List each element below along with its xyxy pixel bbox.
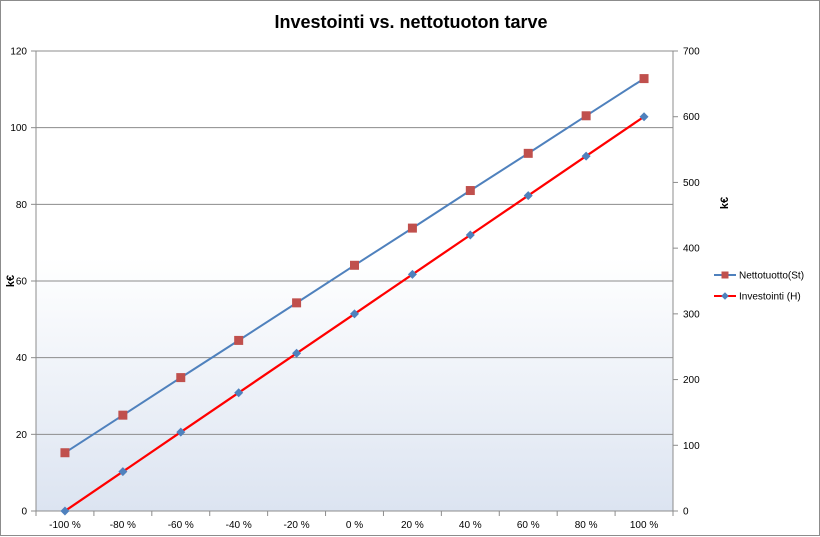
gridlines [36,50,673,435]
legend: Nettotuotto(St) Investointi (H) [714,271,804,303]
y-tick-label: 100 [10,123,27,134]
data-point-square [639,74,649,84]
y2-tick-label: 600 [683,112,700,123]
x-tick-label: -80 % [110,520,136,531]
data-point-diamond [639,112,649,122]
legend-label: Investointi (H) [739,292,801,303]
data-point-square [350,260,359,270]
y-tick-label: 40 [16,353,28,364]
x-tick-label: 60 % [517,520,540,531]
data-point-square [581,111,591,121]
chart-title: Investointi vs. nettotuoton tarve [274,12,547,32]
y-tick-label: 80 [16,200,28,211]
series-layer [60,74,649,516]
data-point-diamond [118,467,128,477]
y2-tick-label: 100 [683,441,700,452]
legend-marker-square [721,271,729,279]
data-point-square [234,335,244,345]
data-point-square [523,148,533,158]
x-tick-label: -20 % [284,520,310,531]
data-point-diamond [60,506,70,516]
data-point-diamond [407,269,417,279]
data-point-diamond [350,309,359,319]
data-point-diamond [292,348,302,358]
y2-tick-label: 200 [683,375,700,386]
data-point-square [407,223,417,233]
y-axis-title-left: k€ [5,275,17,287]
data-point-square [176,373,186,383]
x-tick-label: -40 % [226,520,252,531]
data-point-square [292,298,302,308]
y-tick-label: 60 [16,277,28,288]
x-tick-label: 40 % [459,520,482,531]
y2-tick-label: 700 [683,47,700,58]
x-tick-label: -100 % [49,520,81,531]
legend-marker-diamond [721,292,729,300]
y2-tick-label: 300 [683,309,700,320]
data-point-square [118,410,128,420]
y-axis-title-right: k€ [719,197,731,209]
y2-tick-label: 0 [683,507,689,518]
y2-tick-label: 500 [683,178,700,189]
data-point-diamond [234,388,244,398]
data-point-diamond [176,427,186,437]
x-tick-label: 20 % [401,520,424,531]
data-point-square [60,448,70,458]
x-tick-label: 100 % [630,520,658,531]
x-tick-label: 0 % [346,520,363,531]
x-tick-label: 80 % [575,520,598,531]
y-tick-label: 20 [16,430,28,441]
data-point-square [465,186,475,196]
y2-tick-label: 400 [683,244,700,255]
axes: 0 20 40 60 80 100 120 0 100 200 300 400 500 600 700 -10… [10,47,700,532]
y-tick-label: 120 [10,47,27,58]
data-point-diamond [465,230,475,240]
data-point-diamond [523,191,533,201]
x-tick-label: -60 % [168,520,194,531]
data-point-diamond [581,151,591,161]
legend-label: Nettotuotto(St) [739,271,804,282]
y-tick-label: 0 [21,507,27,518]
